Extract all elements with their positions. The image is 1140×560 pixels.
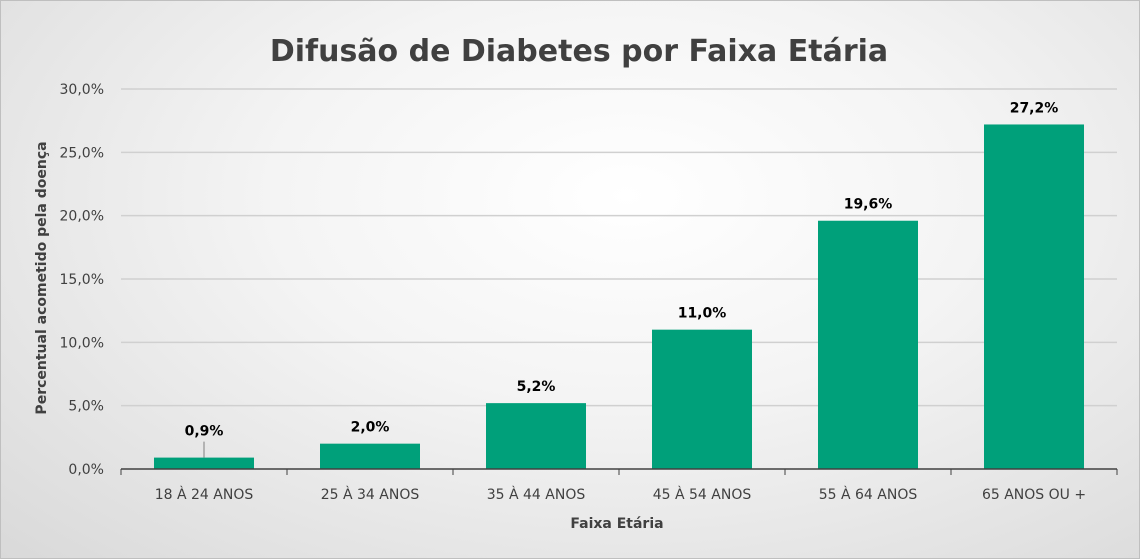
y-tick-label: 15,0% — [60, 272, 104, 288]
bar — [984, 124, 1084, 469]
data-labels: 0,9% 2,0% 5,2% 11,0% 19,6% 27,2% — [185, 100, 1059, 458]
y-tick-label: 10,0% — [60, 335, 104, 351]
data-label: 5,2% — [517, 379, 556, 395]
y-tick-label: 0,0% — [68, 462, 104, 478]
y-axis-title: Percentual acometido pela doença — [34, 141, 50, 414]
x-tick-label: 35 À 44 ANOS — [487, 486, 586, 503]
bar — [652, 329, 752, 469]
y-tick-label: 30,0% — [60, 82, 104, 98]
data-label: 2,0% — [351, 420, 390, 436]
bar — [154, 457, 254, 469]
gridlines — [121, 88, 1117, 407]
chart-title: Difusão de Diabetes por Faixa Etária — [270, 34, 888, 69]
x-tick-label: 45 À 54 ANOS — [653, 486, 752, 503]
x-axis-ticks: 18 À 24 ANOS 25 À 34 ANOS 35 À 44 ANOS 45 À… — [120, 469, 1118, 503]
x-tick-label: 65 ANOS OU + — [982, 487, 1086, 503]
bar — [486, 403, 586, 469]
data-label: 0,9% — [185, 424, 224, 440]
bar — [818, 220, 918, 469]
y-tick-label: 25,0% — [60, 145, 104, 161]
y-tick-label: 5,0% — [68, 399, 104, 415]
x-tick-label: 25 À 34 ANOS — [321, 486, 420, 503]
y-axis-ticks: 0,0% 5,0% 10,0% 15,0% 20,0% 25,0% 30,0% — [60, 82, 104, 478]
y-tick-label: 20,0% — [60, 209, 104, 225]
data-label: 27,2% — [1010, 100, 1059, 116]
x-tick-label: 18 À 24 ANOS — [155, 486, 254, 503]
bars — [154, 124, 1084, 469]
bar — [320, 443, 420, 469]
x-axis-title: Faixa Etária — [570, 516, 663, 532]
x-tick-label: 55 À 64 ANOS — [819, 486, 918, 503]
data-label: 19,6% — [844, 197, 893, 213]
data-label: 11,0% — [678, 306, 727, 322]
